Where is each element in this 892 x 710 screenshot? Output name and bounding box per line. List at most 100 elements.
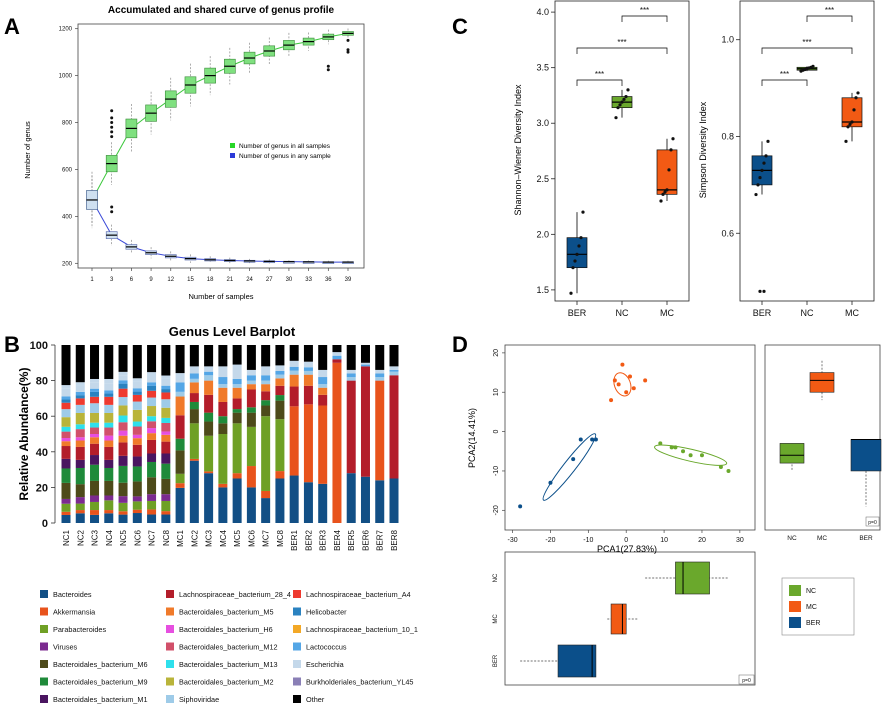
bar-segment [360, 476, 370, 523]
y-tick-label: 1200 [59, 27, 73, 33]
bar-segment [104, 378, 114, 384]
bar-segment [318, 384, 328, 388]
y-tick-label: 80 [36, 376, 48, 388]
legend-swatch [166, 590, 174, 598]
data-point [671, 137, 675, 141]
bar-segment [346, 345, 356, 370]
outlier-point [110, 109, 114, 113]
box-MC [656, 149, 678, 195]
point-BER [518, 504, 523, 509]
x-tick-label: 9 [149, 277, 153, 283]
y-tick-label: 1.5 [536, 285, 549, 295]
bar-segment [90, 443, 100, 456]
panel-letter-a: A [4, 14, 20, 39]
bar-segment [147, 382, 157, 386]
y-tick-label: 0 [493, 430, 500, 434]
outlier-point [762, 289, 766, 293]
panel-b-legend: Bacteroides Akkermansia Parabacteroides Vir… [40, 590, 418, 704]
bar-segment [104, 390, 114, 394]
bar-segment [261, 498, 271, 523]
bar-segment [346, 380, 356, 474]
legend-swatch [166, 660, 174, 668]
bar-segment [218, 384, 228, 388]
bar-segment [104, 393, 114, 397]
bar-segment [246, 345, 256, 370]
bar-segment [118, 380, 128, 384]
x-tick-label: 3 [110, 277, 114, 283]
outlier-point [110, 125, 114, 129]
x-tick-label: MC1 [176, 529, 185, 546]
x-tick-label: -20 [545, 537, 555, 544]
bar-segment [104, 446, 114, 460]
bar-segment [246, 380, 256, 385]
data-point [663, 190, 667, 194]
bar-segment [104, 480, 114, 496]
outlier-point [110, 205, 114, 209]
bar-segment [147, 385, 157, 391]
data-point [573, 259, 577, 263]
y-tick-label: 40 [36, 447, 48, 459]
legend-label-all: Number of genus in all samples [239, 143, 331, 150]
bar-segment [303, 361, 313, 368]
y-tick-label: 3.5 [536, 63, 549, 73]
bar-segment [118, 422, 128, 431]
bar-segment [132, 501, 142, 510]
data-point [760, 168, 764, 172]
bar-segment [275, 478, 285, 523]
bar-segment [75, 510, 85, 514]
legend-label-any: Number of genus in any sample [239, 153, 331, 160]
point-MC [616, 382, 621, 387]
ellipse-NC [654, 444, 728, 466]
bar-segment [232, 387, 242, 399]
ellipse-MC [613, 372, 632, 397]
x-tick-label: NC8 [162, 529, 171, 546]
legend-swatch [40, 695, 48, 703]
box-BER [850, 439, 882, 472]
bar-segment [204, 473, 214, 523]
x-tick-label: NC [616, 308, 629, 318]
bar-segment [132, 513, 142, 523]
bar-segment [118, 435, 128, 443]
y-tick-label: 20 [493, 349, 500, 357]
y-tick-label: 20 [36, 482, 48, 494]
data-point [852, 108, 856, 112]
y-tick-label: 100 [30, 340, 48, 352]
legend-swatch [40, 590, 48, 598]
x-tick-label: 30 [736, 537, 744, 544]
bar-segment [161, 514, 171, 523]
x-tick-label: 24 [246, 277, 253, 283]
x-tick-label: -30 [508, 537, 518, 544]
bar-segment [147, 421, 157, 429]
bar-segment [118, 442, 128, 456]
bar-segment [275, 400, 285, 420]
bar-segment [90, 391, 100, 397]
bar-segment [218, 483, 228, 488]
bar-segment [104, 513, 114, 523]
bar-segment [75, 437, 85, 441]
bar-segment [75, 412, 85, 425]
x-tick-label: -10 [583, 537, 593, 544]
legend-label: Bacteroidales_bacterium_H6 [179, 625, 273, 634]
significance-bracket [761, 47, 853, 54]
outlier-point [346, 50, 350, 54]
panel-d-scatter: -30 -20 -10 0 10 20 30 -20 -10 0 10 20 [493, 349, 744, 544]
bar-segment [90, 437, 100, 444]
bar-segment [161, 441, 171, 454]
legend-label: Lachnospiraceae_bacterium_10_1 [306, 625, 418, 634]
bar-segment [261, 384, 271, 392]
bar-segment [389, 369, 399, 372]
legend-label: Bacteroidales_bacterium_M2 [179, 678, 274, 687]
bar-segment [204, 371, 214, 376]
bar-segment [375, 373, 385, 378]
bar-segment [161, 407, 171, 418]
panel-d-scatter-frame [504, 344, 756, 531]
y-tick-label: MC [493, 614, 499, 624]
legend-label: Lachnospiraceae_bacterium_28_4 [179, 590, 291, 599]
bar-segment [175, 415, 185, 439]
bar-segment [161, 478, 171, 495]
legend-label: Bacteroidales_bacterium_M1 [53, 695, 148, 704]
legend-label: Helicobacter [306, 608, 347, 617]
bar-segment [61, 482, 71, 499]
bar-segment [289, 386, 299, 407]
bar-segment [303, 370, 313, 375]
